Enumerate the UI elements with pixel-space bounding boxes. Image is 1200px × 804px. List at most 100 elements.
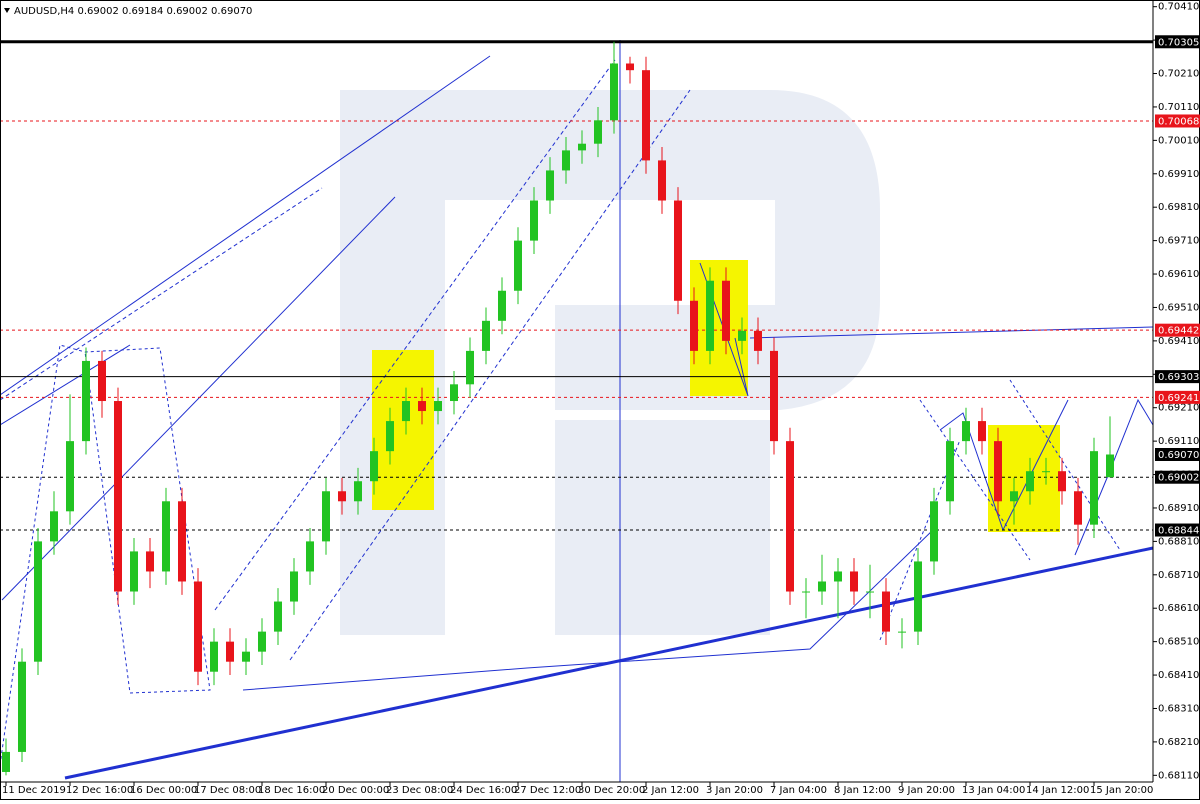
candle-body: [482, 320, 490, 351]
x-tick-label: 3 Jan 20:00: [706, 785, 763, 796]
y-tick-label: 0.68410: [1158, 670, 1199, 681]
y-tick-label: 0.69610: [1158, 269, 1199, 280]
candle-body: [978, 421, 986, 442]
x-tick-label: 2 Jan 12:00: [642, 785, 699, 796]
y-tick-label: 0.68810: [1158, 536, 1199, 547]
candle-body: [1058, 471, 1066, 492]
candle-body: [274, 601, 282, 632]
candle-body: [754, 330, 762, 351]
y-tick-label: 0.69410: [1158, 336, 1199, 347]
price-level-label: 0.70305: [1158, 37, 1199, 48]
y-tick-label: 0.69810: [1158, 202, 1199, 213]
candle-body: [514, 240, 522, 291]
x-tick-label: 24 Dec 16:00: [450, 785, 517, 796]
candle-body: [610, 63, 618, 121]
candle-body: [642, 70, 650, 161]
price-level-tag: [1155, 370, 1200, 384]
candles: [2, 41, 1114, 776]
candle-body: [882, 591, 890, 632]
candle-body: [786, 441, 794, 592]
candle-body: [146, 551, 154, 572]
price-level-tag: [1155, 323, 1200, 337]
y-tick-label: 0.70410: [1158, 2, 1199, 13]
candle-body: [114, 401, 122, 592]
price-level-tag: [1155, 35, 1200, 49]
y-tick-label: 0.70210: [1158, 69, 1199, 80]
price-level-tag: [1155, 447, 1200, 461]
levels: [0, 40, 1153, 531]
candle-body: [82, 360, 90, 442]
candle-body: [2, 751, 10, 772]
candle-body: [306, 541, 314, 572]
price-level-label: 0.68844: [1158, 526, 1199, 537]
candle-body: [802, 591, 810, 593]
x-tick-label: 16 Dec 00:00: [130, 785, 197, 796]
candle-body: [466, 350, 474, 385]
candle-body: [946, 441, 954, 502]
candle-body: [1026, 471, 1034, 492]
y-tick-label: 0.68610: [1158, 603, 1199, 614]
price-level-label: 0.70068: [1158, 116, 1199, 127]
candle-body: [850, 571, 858, 592]
price-level-tag: [1155, 470, 1200, 484]
candle-body: [338, 491, 346, 502]
price-level-tag: [1155, 523, 1200, 537]
candle-body: [210, 641, 218, 672]
y-tick-label: 0.69210: [1158, 403, 1199, 414]
candle-body: [1042, 471, 1050, 473]
x-tick-label: 13 Jan 04:00: [962, 785, 1025, 796]
candle-body: [818, 581, 826, 592]
y-tick-label: 0.68510: [1158, 637, 1199, 648]
price-level-tag: [1155, 390, 1200, 404]
y-tick-label: 0.68110: [1158, 770, 1199, 781]
price-level-label: 0.69303: [1158, 372, 1199, 383]
x-tick-label: 14 Jan 12:00: [1026, 785, 1089, 796]
candle-body: [546, 170, 554, 201]
price-level-label: 0.69002: [1158, 473, 1199, 484]
candle-body: [898, 631, 906, 633]
candle-body: [1090, 451, 1098, 525]
price-level-label: 0.69442: [1158, 326, 1199, 337]
candle-body: [178, 501, 186, 582]
x-tick-label: 9 Jan 20:00: [898, 785, 955, 796]
candle-body: [658, 160, 666, 201]
watermark: [340, 90, 880, 635]
y-tick-label: 0.69110: [1158, 436, 1199, 447]
candle-body: [322, 491, 330, 542]
x-tick-label: 18 Dec 16:00: [258, 785, 325, 796]
candle-body: [722, 280, 730, 341]
menu-arrow[interactable]: [4, 8, 10, 13]
candle-body: [530, 200, 538, 241]
candle-body: [770, 350, 778, 442]
x-tick-label: 23 Dec 08:00: [386, 785, 453, 796]
x-tick-label: 12 Dec 16:00: [66, 785, 133, 796]
candle-body: [994, 441, 1002, 502]
candle-body: [450, 384, 458, 402]
candle-body: [242, 651, 250, 662]
y-tick-label: 0.68910: [1158, 503, 1199, 514]
candle-body: [706, 280, 714, 351]
x-tick-label: 27 Dec 12:00: [514, 785, 581, 796]
candle-body: [562, 150, 570, 171]
candle-body: [674, 200, 682, 301]
candle-body: [914, 561, 922, 632]
candle-body: [66, 441, 74, 512]
y-tick-label: 0.68710: [1158, 570, 1199, 581]
candle-body: [162, 501, 170, 572]
candle-body: [1010, 491, 1018, 502]
y-tick-label: 0.68210: [1158, 737, 1199, 748]
candle-body: [258, 631, 266, 652]
highlight-box: [690, 260, 748, 396]
candle-body: [50, 511, 58, 542]
candle-body: [354, 481, 362, 502]
candle-body: [434, 401, 442, 412]
y-tick-label: 0.70010: [1158, 135, 1199, 146]
candle-body: [962, 421, 970, 442]
candle-body: [1106, 454, 1114, 478]
x-tick-label: 15 Jan 20:00: [1090, 785, 1153, 796]
candle-body: [34, 541, 42, 662]
candle-body: [866, 591, 874, 593]
x-tick-label: 8 Jan 12:00: [834, 785, 891, 796]
candle-body: [578, 143, 586, 151]
